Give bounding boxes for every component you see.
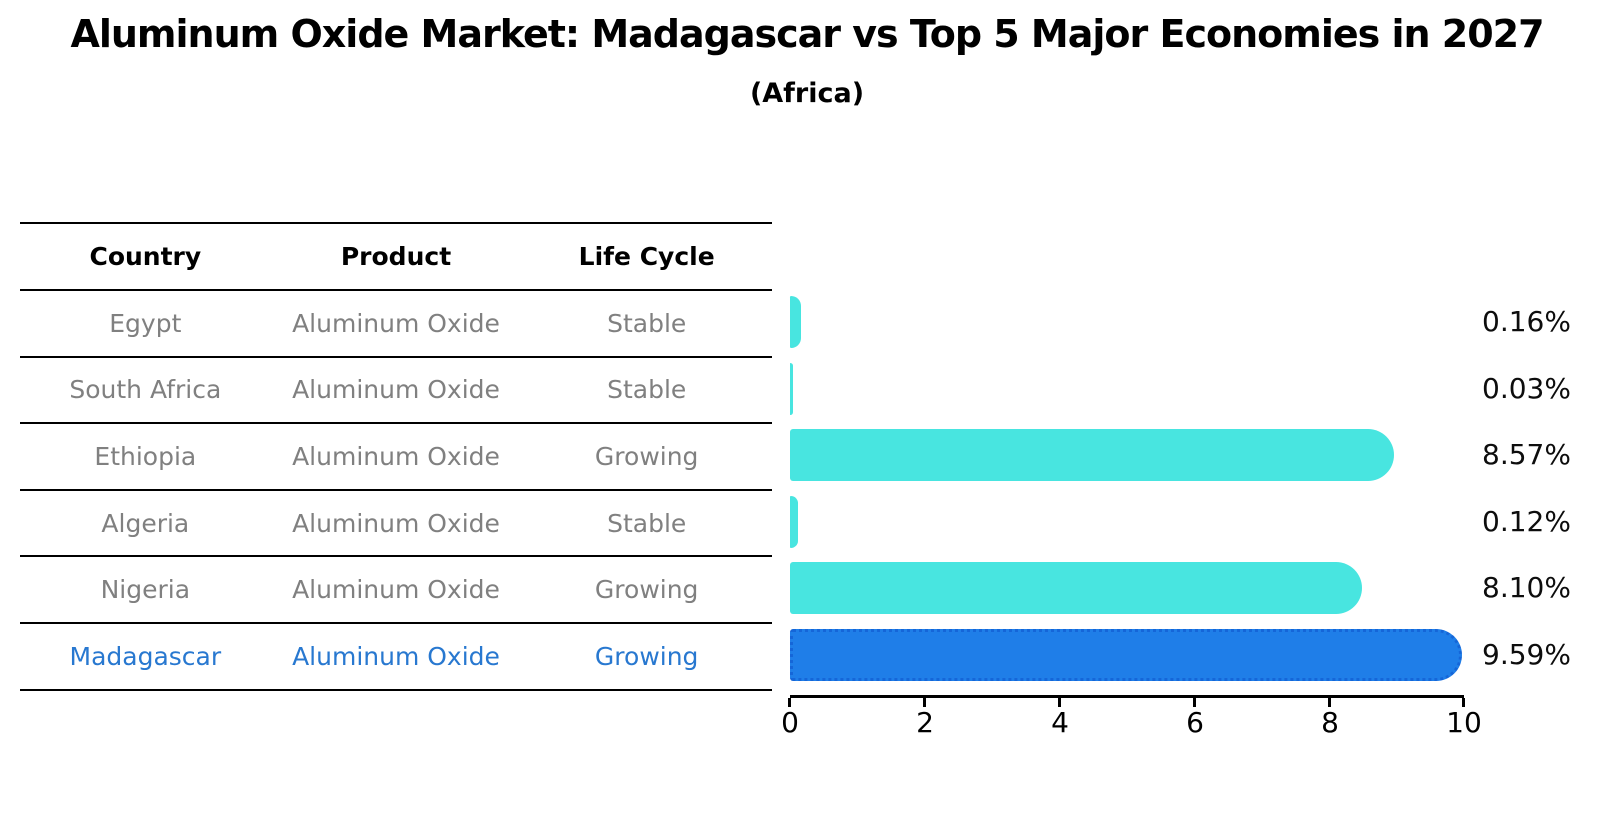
x-axis-tick-label: 8	[1321, 706, 1339, 739]
x-axis-tick-label: 0	[781, 706, 799, 739]
x-axis-tick-label: 4	[1051, 706, 1069, 739]
x-axis-tick	[923, 698, 926, 707]
cell-country: South Africa	[69, 375, 222, 405]
value-label: 0.12%	[1482, 505, 1571, 538]
x-axis-line	[790, 695, 1464, 698]
cell-product: Aluminum Oxide	[292, 641, 500, 671]
x-axis-tick-label: 2	[916, 706, 934, 739]
cell-country: Egypt	[109, 308, 182, 338]
cell-life-cycle: Stable	[607, 375, 687, 405]
column-header-life-cycle: Life Cycle	[578, 242, 715, 271]
table-row: South Africa Aluminum Oxide Stable	[20, 358, 772, 425]
table-row: Nigeria Aluminum Oxide Growing	[20, 557, 772, 624]
x-axis-tick-label: 6	[1186, 706, 1204, 739]
cell-life-cycle: Growing	[594, 575, 699, 605]
x-axis-tick	[788, 698, 791, 707]
cell-country: Algeria	[101, 508, 190, 538]
cell-country: Nigeria	[100, 575, 191, 605]
table-row: Algeria Aluminum Oxide Stable	[20, 491, 772, 558]
table-row: Egypt Aluminum Oxide Stable	[20, 291, 772, 358]
column-header-country: Country	[89, 242, 202, 271]
chart-title: Aluminum Oxide Market: Madagascar vs Top…	[70, 12, 1544, 56]
cell-product: Aluminum Oxide	[292, 375, 500, 405]
cell-product: Aluminum Oxide	[292, 308, 500, 338]
country-table: Country Product Life Cycle Egypt Aluminu…	[20, 222, 772, 691]
x-axis-tick	[1462, 698, 1465, 707]
column-header-product: Product	[340, 242, 452, 271]
x-axis-tick	[1328, 698, 1331, 707]
table-header-row: Country Product Life Cycle	[20, 224, 772, 291]
bar-south-africa	[790, 363, 793, 415]
cell-life-cycle: Stable	[607, 308, 687, 338]
value-label: 0.03%	[1482, 372, 1571, 405]
cell-life-cycle: Growing	[594, 441, 699, 471]
bar-madagascar-highlight	[790, 629, 1463, 681]
bar-nigeria	[790, 562, 1362, 614]
cell-product: Aluminum Oxide	[292, 441, 500, 471]
chart-subtitle: (Africa)	[749, 78, 865, 109]
table-row: Ethiopia Aluminum Oxide Growing	[20, 424, 772, 491]
value-label: 0.16%	[1482, 305, 1571, 338]
cell-country: Ethiopia	[94, 441, 197, 471]
cell-product: Aluminum Oxide	[292, 575, 500, 605]
table-row-madagascar-highlight: Madagascar Aluminum Oxide Growing	[20, 624, 772, 691]
bar-algeria	[790, 496, 799, 548]
x-axis-tick-label: 10	[1446, 706, 1482, 739]
x-axis-tick	[1058, 698, 1061, 707]
value-label: 8.57%	[1482, 438, 1571, 471]
cell-life-cycle: Growing	[594, 641, 699, 671]
cell-life-cycle: Stable	[607, 508, 687, 538]
bar-egypt	[790, 296, 801, 348]
cell-product: Aluminum Oxide	[292, 508, 500, 538]
bar-ethiopia	[790, 429, 1394, 481]
value-label: 8.10%	[1482, 571, 1571, 604]
cell-country: Madagascar	[69, 641, 222, 671]
value-label: 9.59%	[1482, 638, 1571, 671]
x-axis-tick	[1193, 698, 1196, 707]
